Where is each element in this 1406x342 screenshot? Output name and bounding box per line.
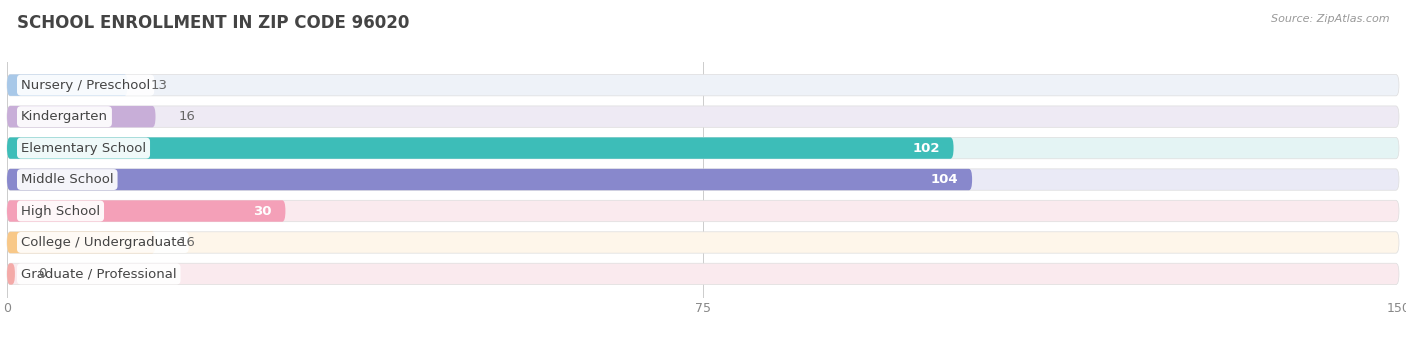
FancyBboxPatch shape — [7, 263, 15, 285]
FancyBboxPatch shape — [7, 232, 156, 253]
Text: Kindergarten: Kindergarten — [21, 110, 108, 123]
Text: 16: 16 — [179, 236, 195, 249]
Text: High School: High School — [21, 205, 100, 218]
FancyBboxPatch shape — [7, 169, 1399, 190]
FancyBboxPatch shape — [7, 137, 953, 159]
Text: Source: ZipAtlas.com: Source: ZipAtlas.com — [1271, 14, 1389, 24]
FancyBboxPatch shape — [7, 200, 285, 222]
FancyBboxPatch shape — [7, 137, 1399, 159]
Text: 30: 30 — [253, 205, 271, 218]
FancyBboxPatch shape — [7, 75, 128, 96]
Text: 0: 0 — [38, 267, 46, 280]
FancyBboxPatch shape — [7, 75, 1399, 96]
FancyBboxPatch shape — [7, 106, 1399, 127]
Text: SCHOOL ENROLLMENT IN ZIP CODE 96020: SCHOOL ENROLLMENT IN ZIP CODE 96020 — [17, 14, 409, 32]
FancyBboxPatch shape — [7, 169, 972, 190]
Text: 104: 104 — [931, 173, 959, 186]
FancyBboxPatch shape — [7, 263, 1399, 285]
Text: Graduate / Professional: Graduate / Professional — [21, 267, 177, 280]
FancyBboxPatch shape — [7, 106, 156, 127]
Text: College / Undergraduate: College / Undergraduate — [21, 236, 184, 249]
FancyBboxPatch shape — [7, 200, 1399, 222]
Text: Middle School: Middle School — [21, 173, 114, 186]
Text: Nursery / Preschool: Nursery / Preschool — [21, 79, 150, 92]
FancyBboxPatch shape — [7, 232, 1399, 253]
Text: 102: 102 — [912, 142, 939, 155]
Text: 16: 16 — [179, 110, 195, 123]
Text: 13: 13 — [150, 79, 167, 92]
Text: Elementary School: Elementary School — [21, 142, 146, 155]
